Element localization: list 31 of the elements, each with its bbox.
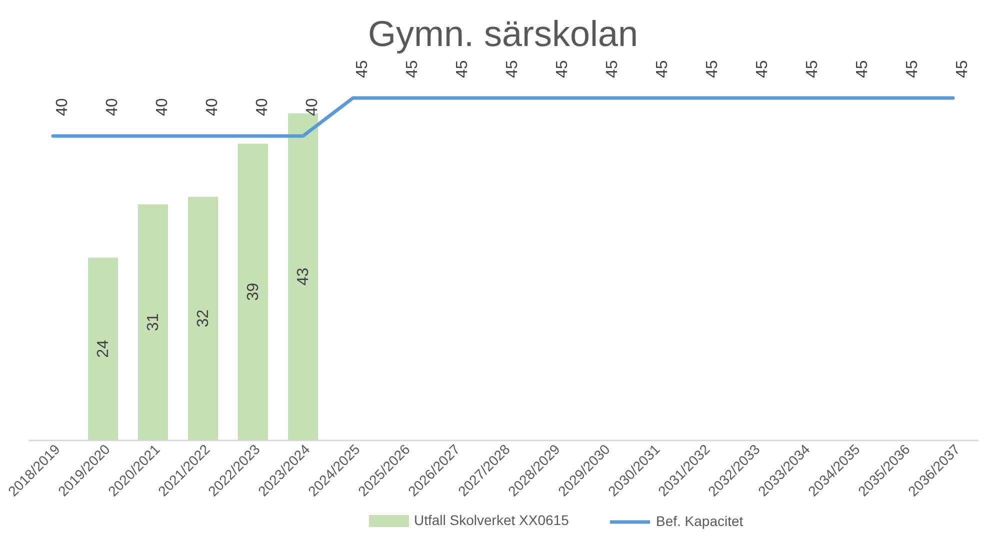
data-label: 45: [704, 60, 721, 78]
data-label: 45: [954, 60, 971, 78]
data-label: 45: [404, 60, 421, 78]
data-label: 40: [104, 98, 121, 116]
data-label: 45: [754, 60, 771, 78]
data-label: 40: [254, 98, 271, 116]
data-label: 45: [354, 60, 371, 78]
data-label: 45: [654, 60, 671, 78]
data-label: 32: [195, 309, 212, 328]
data-label: 31: [145, 313, 162, 332]
data-label: 45: [854, 60, 871, 78]
data-label: 45: [454, 60, 471, 78]
data-label: 43: [295, 268, 312, 286]
data-label: 45: [554, 60, 571, 78]
legend-label: Bef. Kapacitet: [656, 513, 744, 529]
bar: [238, 144, 268, 440]
bar: [88, 258, 118, 440]
bar: [188, 196, 218, 440]
data-label: 40: [204, 98, 221, 116]
legend-label: Utfall Skolverket XX0615: [414, 512, 570, 528]
data-label: 40: [54, 98, 71, 116]
data-label: 24: [95, 340, 112, 358]
data-label: 40: [154, 98, 171, 116]
data-label: 40: [304, 98, 321, 116]
data-label: 39: [245, 282, 262, 301]
data-label: 45: [504, 60, 521, 78]
data-label: 45: [804, 60, 821, 78]
bar: [138, 204, 168, 440]
chart-title: Gymn. särskolan: [368, 13, 638, 54]
data-label: 45: [604, 60, 621, 78]
data-label: 45: [904, 60, 921, 78]
